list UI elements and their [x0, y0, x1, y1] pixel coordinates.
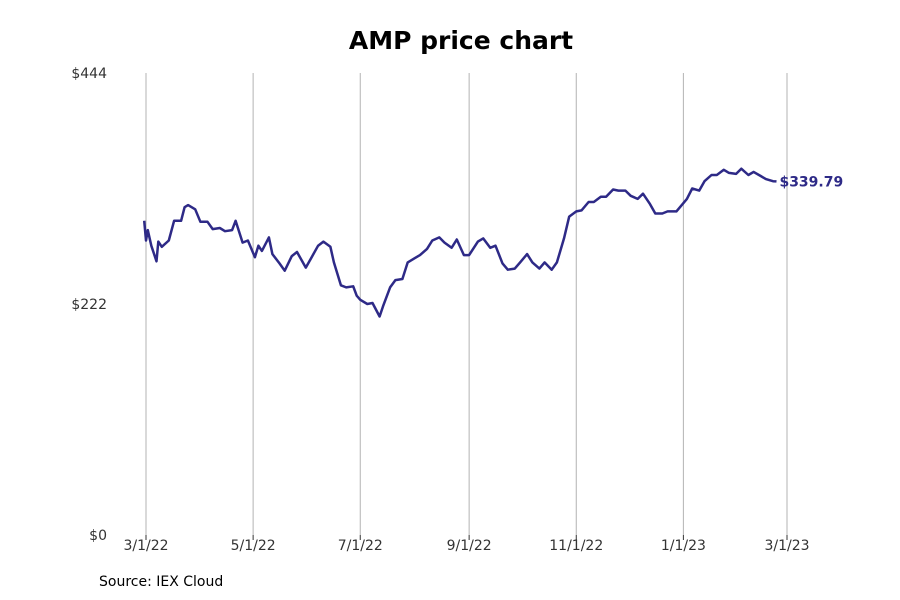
- axis-tick-labels: 3/1/22 5/1/22 7/1/22 9/1/22 11/1/22 1/1/23 3/1…: [71, 66, 809, 554]
- y-tick-label: $444: [71, 66, 107, 82]
- x-tick-label: 7/1/22: [338, 538, 383, 554]
- price-line: [142, 167, 777, 318]
- x-tick-label: 9/1/22: [447, 538, 492, 554]
- x-tick-label: 1/1/23: [661, 538, 706, 554]
- x-tick-label: 11/1/22: [549, 538, 603, 554]
- x-tick-label: 3/1/22: [123, 538, 168, 554]
- grid-lines: [145, 73, 788, 540]
- x-tick-label: 3/1/23: [764, 538, 809, 554]
- series-layer: $339.79: [142, 167, 843, 318]
- chart-title: AMP price chart: [348, 26, 574, 55]
- y-tick-label: $222: [71, 297, 107, 313]
- last-price-label: $339.79: [779, 174, 843, 190]
- y-tick-label: $0: [89, 528, 107, 544]
- x-tick-label: 5/1/22: [231, 538, 276, 554]
- source-note: Source: IEX Cloud: [99, 574, 224, 590]
